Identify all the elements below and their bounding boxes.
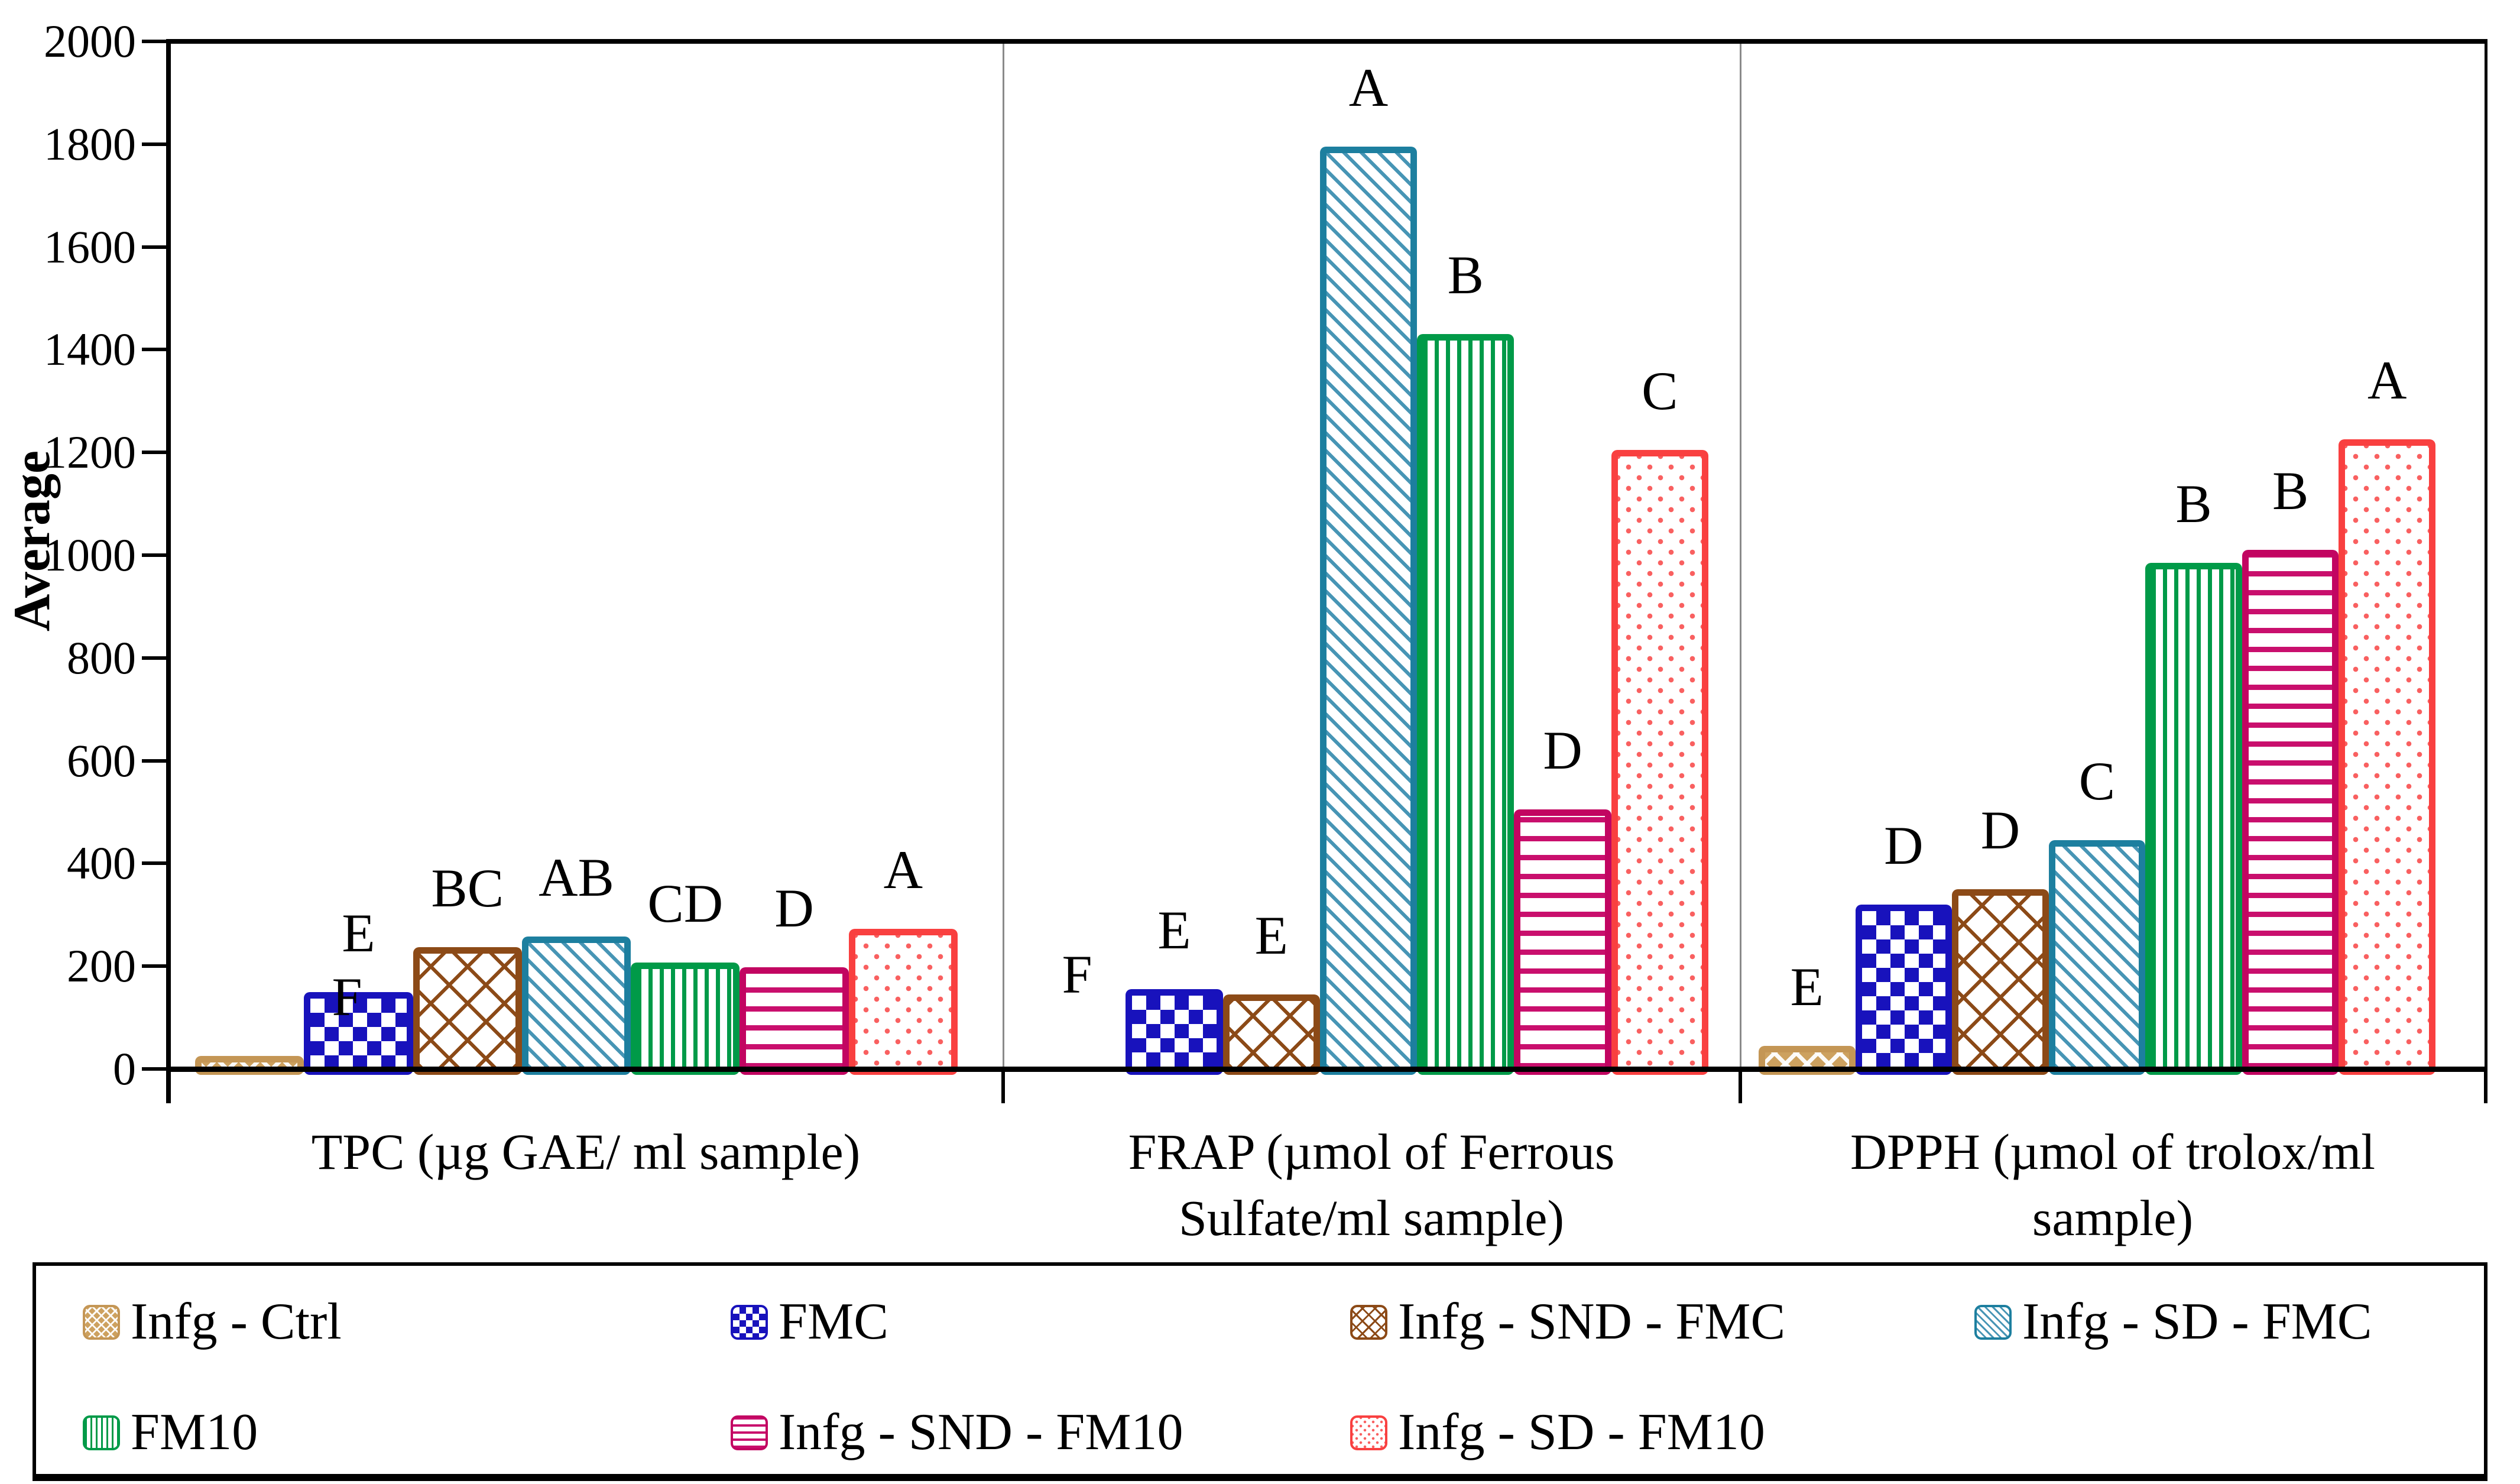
y-tick-label: 1200 [44, 426, 136, 478]
y-tick-label: 400 [67, 837, 136, 889]
x-axis-line [166, 1067, 2487, 1072]
y-tick-label: 600 [67, 734, 136, 786]
y-tick-label: 200 [67, 940, 136, 992]
legend-swatch-icon [83, 1304, 120, 1340]
legend-label: FMC [779, 1293, 888, 1350]
x-tick [2484, 1069, 2487, 1103]
legend-swatch-icon [731, 1304, 768, 1340]
legend-item: Infg - SD - FM10 [1350, 1399, 1765, 1466]
bar-infg-sd-fmc [521, 936, 631, 1075]
legend-swatch-icon [731, 1415, 768, 1450]
x-tick [167, 1069, 170, 1103]
significance-letter: BC [431, 858, 504, 919]
significance-letter: A [1348, 57, 1389, 118]
x-category-label: TPC (µg GAE/ ml sample) [311, 1123, 861, 1180]
plot-top-border [166, 39, 2487, 44]
significance-letter: F [332, 967, 362, 1028]
legend-item: Infg - SD - FMC [1974, 1289, 2372, 1355]
panel-separator [1740, 44, 1741, 1067]
panel-separator [1003, 44, 1004, 1067]
y-tick-label: 1400 [44, 323, 136, 375]
significance-letter: E [1790, 956, 1824, 1017]
bar-fm10 [2145, 563, 2242, 1075]
bar-infg-sd-fm10 [2339, 439, 2435, 1075]
legend-item: FM10 [83, 1399, 258, 1466]
legend-label: Infg - SND - FM10 [779, 1404, 1183, 1461]
y-tick-label: 0 [113, 1043, 136, 1094]
x-tick [1001, 1069, 1005, 1103]
bar-infg-sd-fmc [1319, 147, 1418, 1075]
bar-fm10 [1417, 334, 1514, 1075]
significance-letter: E [1157, 900, 1191, 961]
bar-infg-snd-fmc [413, 947, 522, 1075]
legend-item: Infg - SND - FM10 [731, 1399, 1183, 1466]
significance-letter: D [1543, 720, 1582, 781]
y-tick [142, 40, 168, 43]
bar-infg-snd-fmc [1952, 889, 2049, 1075]
y-tick [142, 656, 168, 660]
y-tick [142, 553, 168, 557]
significance-letter: AB [539, 847, 614, 908]
legend-swatch-icon [1974, 1304, 2012, 1340]
y-tick-label: 800 [67, 631, 136, 683]
y-tick [142, 759, 168, 763]
legend-swatch-icon [83, 1415, 120, 1450]
significance-letter: C [2078, 751, 2116, 812]
significance-letter: B [2272, 461, 2309, 521]
y-tick [142, 451, 168, 455]
legend-label: FM10 [131, 1404, 258, 1461]
legend-item: FMC [731, 1289, 888, 1355]
significance-letter: A [2367, 350, 2407, 411]
y-tick-label: 1000 [44, 529, 136, 581]
bar-infg-snd-fm10 [2242, 550, 2339, 1075]
legend-label: Infg - SND - FMC [1398, 1293, 1786, 1350]
bar-infg-snd-fm10 [1514, 809, 1611, 1075]
x-category-label: FRAP (µmol of Ferrous Sulfate/ml sample) [1128, 1123, 1615, 1246]
y-tick [142, 348, 168, 352]
y-tick [142, 861, 168, 866]
y-tick [142, 964, 168, 968]
bar-infg-snd-fm10 [740, 967, 849, 1075]
significance-letter: CD [647, 873, 724, 934]
legend-label: Infg - SD - FMC [2022, 1293, 2372, 1350]
significance-letter: A [883, 839, 923, 900]
x-category-label: DPPH (µmol of trolox/ml sample) [1850, 1123, 2376, 1246]
x-tick [1739, 1069, 1742, 1103]
legend-label: Infg - SD - FM10 [1398, 1404, 1765, 1461]
significance-letter: D [1980, 799, 2020, 860]
y-tick-label: 1600 [44, 221, 136, 273]
legend-box [33, 1262, 2487, 1481]
legend-item: Infg - Ctrl [83, 1289, 342, 1355]
legend-label: Infg - Ctrl [131, 1293, 342, 1350]
legend-swatch-icon [1350, 1415, 1387, 1450]
y-axis-line [166, 39, 171, 1103]
bar-infg-sd-fm10 [848, 928, 958, 1075]
legend-swatch-icon [1350, 1304, 1387, 1340]
bar-infg-sd-fmc [2048, 840, 2146, 1075]
significance-letter: B [1447, 245, 1484, 306]
bar-infg-ctrl [195, 1056, 304, 1075]
significance-letter: E [342, 902, 375, 963]
significance-letter: C [1642, 360, 1678, 421]
y-tick [142, 142, 168, 146]
bar-infg-snd-fmc [1222, 994, 1320, 1075]
significance-letter: B [2175, 474, 2212, 534]
bar-infg-sd-fm10 [1611, 449, 1708, 1075]
significance-letter: D [774, 877, 814, 938]
significance-letter: D [1884, 815, 1924, 876]
significance-letter: F [1062, 944, 1092, 1005]
significance-letter: E [1254, 905, 1288, 965]
bar-fm10 [631, 963, 740, 1075]
y-tick-label: 2000 [44, 15, 136, 67]
plot-right-border [2485, 39, 2487, 1103]
y-tick-label: 1800 [44, 118, 136, 170]
y-tick [142, 245, 168, 249]
y-tick [142, 1067, 168, 1071]
legend-item: Infg - SND - FMC [1350, 1289, 1785, 1355]
